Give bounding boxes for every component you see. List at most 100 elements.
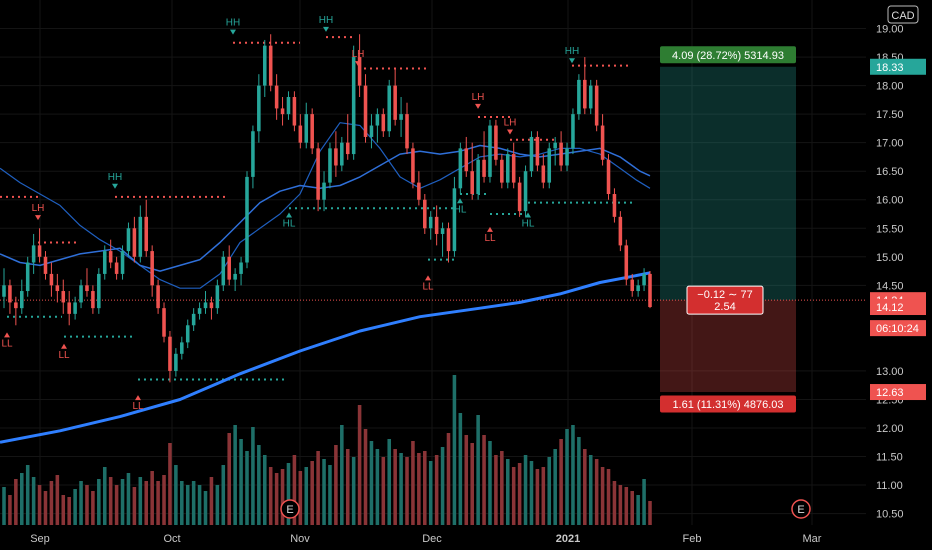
candle[interactable] — [458, 142, 463, 195]
candle[interactable] — [630, 273, 634, 297]
candle[interactable] — [180, 336, 184, 360]
candle[interactable] — [262, 39, 267, 98]
candle[interactable] — [345, 114, 350, 160]
candle[interactable] — [274, 74, 279, 120]
candle[interactable] — [464, 136, 469, 177]
candle[interactable] — [470, 142, 474, 200]
candle[interactable] — [500, 154, 504, 189]
candle[interactable] — [529, 131, 534, 177]
candle[interactable] — [577, 74, 581, 120]
candle[interactable] — [636, 279, 640, 297]
candle[interactable] — [375, 108, 380, 143]
candle[interactable] — [310, 108, 314, 155]
candle[interactable] — [138, 205, 143, 263]
candle[interactable] — [482, 131, 486, 183]
candle[interactable] — [351, 45, 356, 160]
candle[interactable] — [2, 268, 6, 309]
candle[interactable] — [298, 114, 303, 149]
candle[interactable] — [505, 148, 510, 189]
candle[interactable] — [150, 245, 154, 297]
candle[interactable] — [102, 245, 107, 280]
candle[interactable] — [37, 228, 42, 263]
candle[interactable] — [251, 125, 255, 189]
candle[interactable] — [168, 330, 172, 383]
candle[interactable] — [14, 296, 18, 326]
candle[interactable] — [209, 296, 214, 320]
candle[interactable] — [280, 97, 285, 126]
candle[interactable] — [559, 131, 563, 172]
candle[interactable] — [91, 285, 95, 314]
candle[interactable] — [132, 216, 137, 263]
candle[interactable] — [328, 142, 332, 189]
candle[interactable] — [120, 245, 125, 280]
candle[interactable] — [642, 268, 646, 292]
candle[interactable] — [369, 114, 374, 149]
candle[interactable] — [174, 348, 178, 377]
candle[interactable] — [553, 136, 557, 166]
candle[interactable] — [494, 119, 498, 166]
candle[interactable] — [488, 119, 492, 183]
candle[interactable] — [399, 97, 403, 137]
candle[interactable] — [191, 308, 196, 331]
candle[interactable] — [43, 251, 48, 280]
candle[interactable] — [316, 142, 320, 212]
candle[interactable] — [571, 108, 575, 155]
currency-badge[interactable]: CAD — [887, 5, 919, 24]
candle[interactable] — [393, 68, 397, 126]
candle[interactable] — [600, 114, 605, 166]
candle[interactable] — [417, 171, 421, 206]
candle[interactable] — [452, 176, 457, 257]
earnings-marker[interactable]: E — [280, 499, 300, 519]
candle[interactable] — [20, 279, 24, 314]
candle[interactable] — [476, 154, 480, 200]
candle[interactable] — [612, 188, 617, 223]
candle[interactable] — [25, 256, 30, 297]
candle[interactable] — [583, 57, 587, 115]
candle[interactable] — [618, 211, 623, 252]
loss-zone[interactable] — [660, 300, 796, 393]
candle[interactable] — [440, 222, 445, 257]
time-axis[interactable]: Sep Oct Nov Dec 2021 Feb Mar — [30, 533, 822, 545]
candle[interactable] — [594, 79, 599, 132]
candle[interactable] — [85, 268, 89, 297]
candle[interactable] — [517, 176, 522, 217]
candle[interactable] — [304, 102, 309, 149]
candle[interactable] — [411, 142, 415, 189]
candle[interactable] — [245, 171, 249, 269]
candle[interactable] — [108, 239, 113, 269]
candle[interactable] — [292, 91, 297, 132]
candle[interactable] — [126, 222, 131, 257]
candle[interactable] — [162, 302, 166, 343]
candle[interactable] — [185, 319, 190, 349]
candle[interactable] — [565, 142, 569, 172]
candle[interactable] — [434, 205, 439, 246]
candle[interactable] — [428, 211, 433, 240]
candle[interactable] — [363, 74, 368, 143]
candle[interactable] — [97, 268, 101, 314]
candle[interactable] — [197, 302, 202, 320]
candle[interactable] — [523, 165, 528, 217]
candle[interactable] — [61, 279, 66, 314]
candle[interactable] — [340, 136, 344, 172]
candle[interactable] — [535, 131, 540, 172]
candle[interactable] — [334, 131, 338, 177]
earnings-marker[interactable]: E — [791, 499, 811, 519]
candle[interactable] — [114, 256, 119, 280]
candle[interactable] — [203, 291, 208, 314]
candle[interactable] — [67, 291, 71, 326]
candle[interactable] — [156, 279, 160, 314]
position-tool[interactable] — [0, 66, 866, 393]
profit-zone[interactable] — [660, 66, 796, 301]
price-axis[interactable]: 19.0018.5018.0017.5017.0016.5016.0015.50… — [870, 5, 926, 521]
candle[interactable] — [357, 34, 362, 98]
candle[interactable] — [73, 296, 77, 320]
candle[interactable] — [227, 245, 231, 286]
candle[interactable] — [322, 171, 326, 212]
candle[interactable] — [624, 239, 629, 286]
candle[interactable] — [286, 91, 291, 120]
candle[interactable] — [215, 279, 220, 314]
candle[interactable] — [239, 256, 243, 286]
candle[interactable] — [49, 262, 54, 297]
